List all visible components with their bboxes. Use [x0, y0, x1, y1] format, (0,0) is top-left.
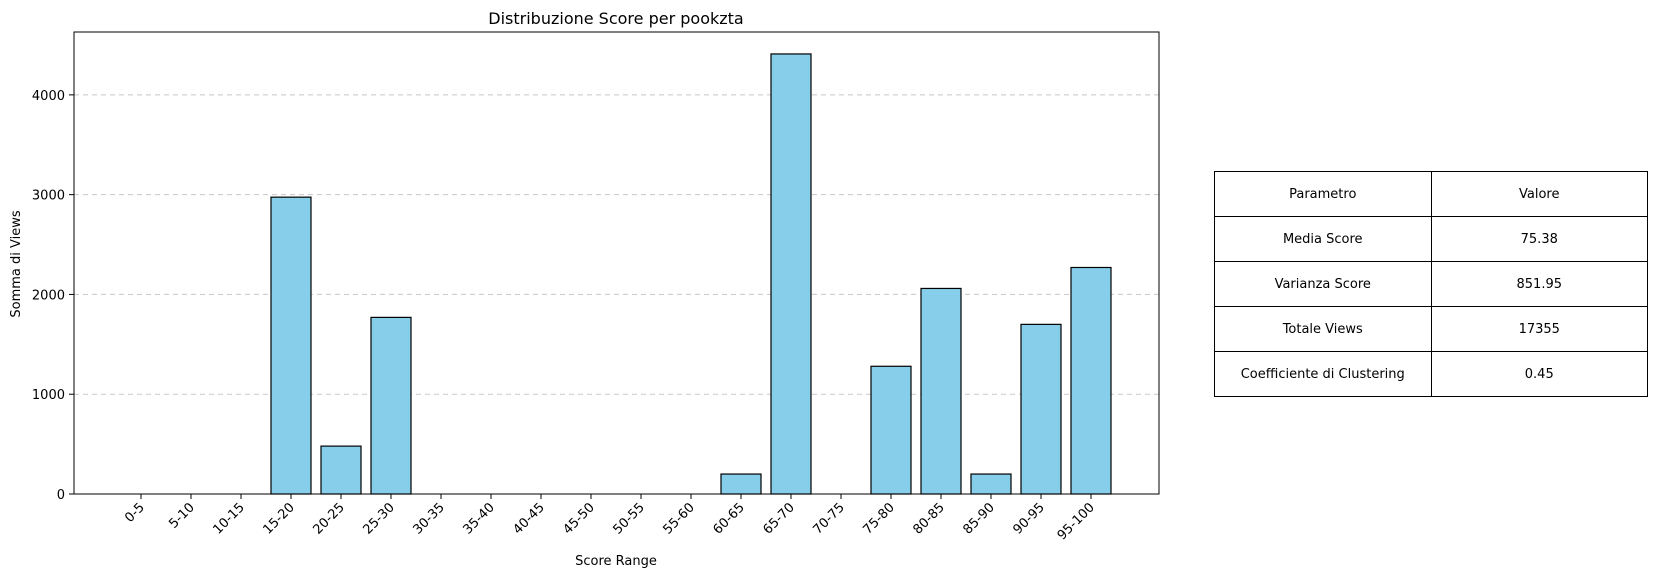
x-tick-label: 60-65	[711, 500, 748, 537]
table-row: Totale Views 17355	[1214, 306, 1648, 352]
table-cell-value: 75.38	[1430, 216, 1648, 262]
table-header-row: Parametro Valore	[1214, 171, 1648, 217]
bar	[270, 196, 312, 495]
bar	[1070, 266, 1112, 495]
x-tick-label: 5-10	[166, 500, 197, 531]
table-cell-value: 851.95	[1430, 261, 1648, 307]
bar	[970, 473, 1012, 495]
bar	[920, 287, 962, 495]
x-axis-ticks: 0-5 5-10 10-15 15-20 20-25 25-30 30-35 35-40 40-…	[122, 494, 1098, 543]
table-row: Media Score 75.38	[1214, 216, 1648, 262]
bar	[870, 365, 912, 495]
x-tick-label: 50-55	[611, 500, 648, 537]
bar	[370, 316, 412, 495]
x-axis-title: Score Range	[575, 554, 657, 569]
x-tick-label: 80-85	[911, 500, 948, 537]
table-header-cell: Valore	[1430, 171, 1648, 217]
table-cell-value: 0.45	[1430, 351, 1648, 397]
x-tick-label: 70-75	[811, 500, 848, 537]
bar	[320, 445, 362, 495]
y-tick-label: 3000	[32, 189, 65, 204]
y-tick-label: 4000	[32, 89, 65, 104]
table-cell-parameter: Coefficiente di Clustering	[1214, 351, 1432, 397]
x-tick-label: 65-70	[761, 500, 798, 537]
table-row: Varianza Score 851.95	[1214, 261, 1648, 307]
table-cell-parameter: Totale Views	[1214, 306, 1432, 352]
y-axis-title: Somma di Views	[9, 210, 24, 317]
y-tick-label: 2000	[32, 288, 65, 303]
x-tick-label: 55-60	[661, 500, 698, 537]
x-tick-label: 10-15	[211, 500, 248, 537]
x-tick-label: 95-100	[1055, 500, 1098, 543]
plot-area-frame	[73, 31, 1160, 495]
table-cell-parameter: Varianza Score	[1214, 261, 1432, 307]
grid-lines	[74, 94, 1159, 395]
bars	[270, 53, 1112, 495]
chart-title: Distribuzione Score per pookzta	[488, 9, 743, 28]
x-tick-label: 25-30	[361, 500, 398, 537]
x-tick-label: 90-95	[1011, 500, 1048, 537]
y-axis-ticks: 0 1000 2000 3000 4000	[32, 89, 74, 503]
x-tick-label: 15-20	[261, 500, 298, 537]
x-tick-label: 0-5	[122, 500, 148, 526]
x-tick-label: 30-35	[411, 500, 448, 537]
bar	[720, 473, 762, 495]
x-tick-label: 20-25	[311, 500, 348, 537]
y-tick-label: 0	[57, 488, 65, 503]
x-tick-label: 45-50	[561, 500, 598, 537]
table-header-cell: Parametro	[1214, 171, 1432, 217]
stats-table: Parametro Valore Media Score 75.38 Varia…	[1214, 171, 1648, 397]
y-tick-label: 1000	[32, 388, 65, 403]
table-cell-value: 17355	[1430, 306, 1648, 352]
x-tick-label: 35-40	[461, 500, 498, 537]
table-row: Coefficiente di Clustering 0.45	[1214, 351, 1648, 397]
x-tick-label: 75-80	[861, 500, 898, 537]
x-tick-label: 40-45	[511, 500, 548, 537]
bar	[770, 53, 812, 495]
x-tick-label: 85-90	[961, 500, 998, 537]
bar	[1020, 323, 1062, 495]
table-cell-parameter: Media Score	[1214, 216, 1432, 262]
